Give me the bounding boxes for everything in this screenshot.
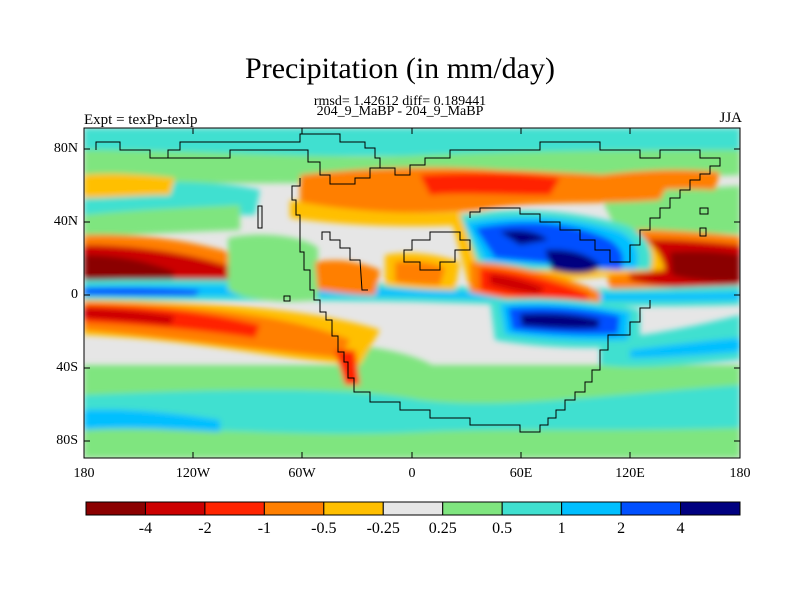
north-yellow-fringe bbox=[290, 200, 460, 227]
colorbar-swatch bbox=[501, 501, 563, 516]
north-pacific-darkred bbox=[84, 255, 175, 285]
indian-ocean-darkblue bbox=[520, 313, 600, 329]
lat-label-0: 0 bbox=[71, 287, 78, 302]
arabia-darkred bbox=[490, 274, 545, 294]
colorbar-label: -0.25 bbox=[366, 520, 400, 537]
colorbar bbox=[85, 501, 741, 516]
coastline-south-america-east bbox=[321, 231, 368, 291]
lon-label-60w: 60W bbox=[288, 466, 316, 481]
colorbar-swatch bbox=[561, 501, 622, 516]
coastline-asia-south bbox=[469, 207, 620, 263]
colorbar-label: 4 bbox=[676, 520, 685, 537]
colorbar-swatch bbox=[85, 501, 146, 516]
asia-darkblue bbox=[545, 249, 600, 274]
colorbar-swatch bbox=[263, 501, 325, 516]
colorbar-label: -2 bbox=[198, 520, 212, 537]
lon-label-120w: 120W bbox=[175, 466, 211, 481]
colorbar-swatch bbox=[680, 501, 741, 516]
case-line: 204_9_MaBP - 204_9_MaBP bbox=[316, 104, 484, 119]
east-pacific-darkred bbox=[670, 251, 740, 282]
south-pacific-darkred bbox=[84, 308, 175, 325]
n-atlantic-orange-patch bbox=[84, 173, 175, 198]
colorbar-label: -1 bbox=[257, 520, 272, 537]
africa-orange bbox=[395, 261, 445, 285]
equatorial-blue-west bbox=[84, 287, 200, 296]
island-caribbean bbox=[283, 295, 291, 302]
island-north-atlantic bbox=[257, 205, 263, 229]
south-indian-blue bbox=[630, 338, 740, 358]
lat-label-40n: 40N bbox=[53, 214, 78, 229]
colorbar-swatch bbox=[144, 501, 206, 516]
season-label: JJA bbox=[719, 110, 742, 126]
colorbar-swatch bbox=[620, 501, 682, 516]
island-east-asia bbox=[699, 227, 707, 237]
lat-label-40s: 40S bbox=[56, 360, 78, 375]
coastline-africa-west bbox=[403, 231, 471, 271]
colorbar-label: -4 bbox=[138, 520, 153, 537]
lon-label-180-left: 180 bbox=[73, 466, 95, 481]
axis-ticks bbox=[84, 128, 740, 458]
coastline-southern-continent bbox=[360, 334, 610, 433]
colorbar-swatch bbox=[442, 501, 503, 516]
north-hemisphere-red-core bbox=[420, 173, 560, 195]
colorbar-label: 0.5 bbox=[492, 520, 513, 537]
lat-label-80s: 80S bbox=[56, 433, 78, 448]
central-america-green bbox=[228, 234, 318, 302]
north-atlantic-green bbox=[84, 205, 240, 238]
continent-outlines bbox=[95, 133, 721, 433]
colorbar-label: -0.5 bbox=[311, 520, 337, 537]
south-atlantic-blue-patch bbox=[84, 409, 220, 432]
lon-label-60e: 60E bbox=[509, 466, 533, 481]
colorbar-label: 1 bbox=[557, 520, 566, 537]
colorbar-swatch bbox=[323, 501, 384, 516]
colorbar-swatch bbox=[204, 501, 265, 516]
colorbar-swatch bbox=[382, 501, 444, 516]
stats-line: rmsd= 1.42612 diff= 0.189441 bbox=[313, 94, 487, 109]
atlantic-orange bbox=[315, 260, 380, 295]
lon-label-120e: 120E bbox=[615, 466, 645, 481]
colorbar-label: 0.25 bbox=[428, 520, 457, 537]
lon-label-0: 0 bbox=[408, 466, 416, 481]
map-field bbox=[84, 128, 740, 458]
asia-darkblue-north bbox=[500, 230, 548, 245]
colorbar-label: 2 bbox=[617, 520, 626, 537]
plot-title: Precipitation (in mm/day) bbox=[245, 52, 555, 85]
coastline-eurasia bbox=[380, 141, 721, 263]
coastline-north-america bbox=[95, 141, 360, 393]
experiment-label: Expt = texPp-texlp bbox=[84, 112, 198, 128]
lat-label-80n: 80N bbox=[53, 141, 78, 156]
coastline-australasia bbox=[610, 300, 651, 336]
siberia-orange bbox=[600, 169, 720, 192]
island-west-pacific bbox=[699, 207, 709, 215]
lon-label-180-right: 180 bbox=[729, 466, 751, 481]
southern-cyan-band bbox=[84, 385, 740, 434]
